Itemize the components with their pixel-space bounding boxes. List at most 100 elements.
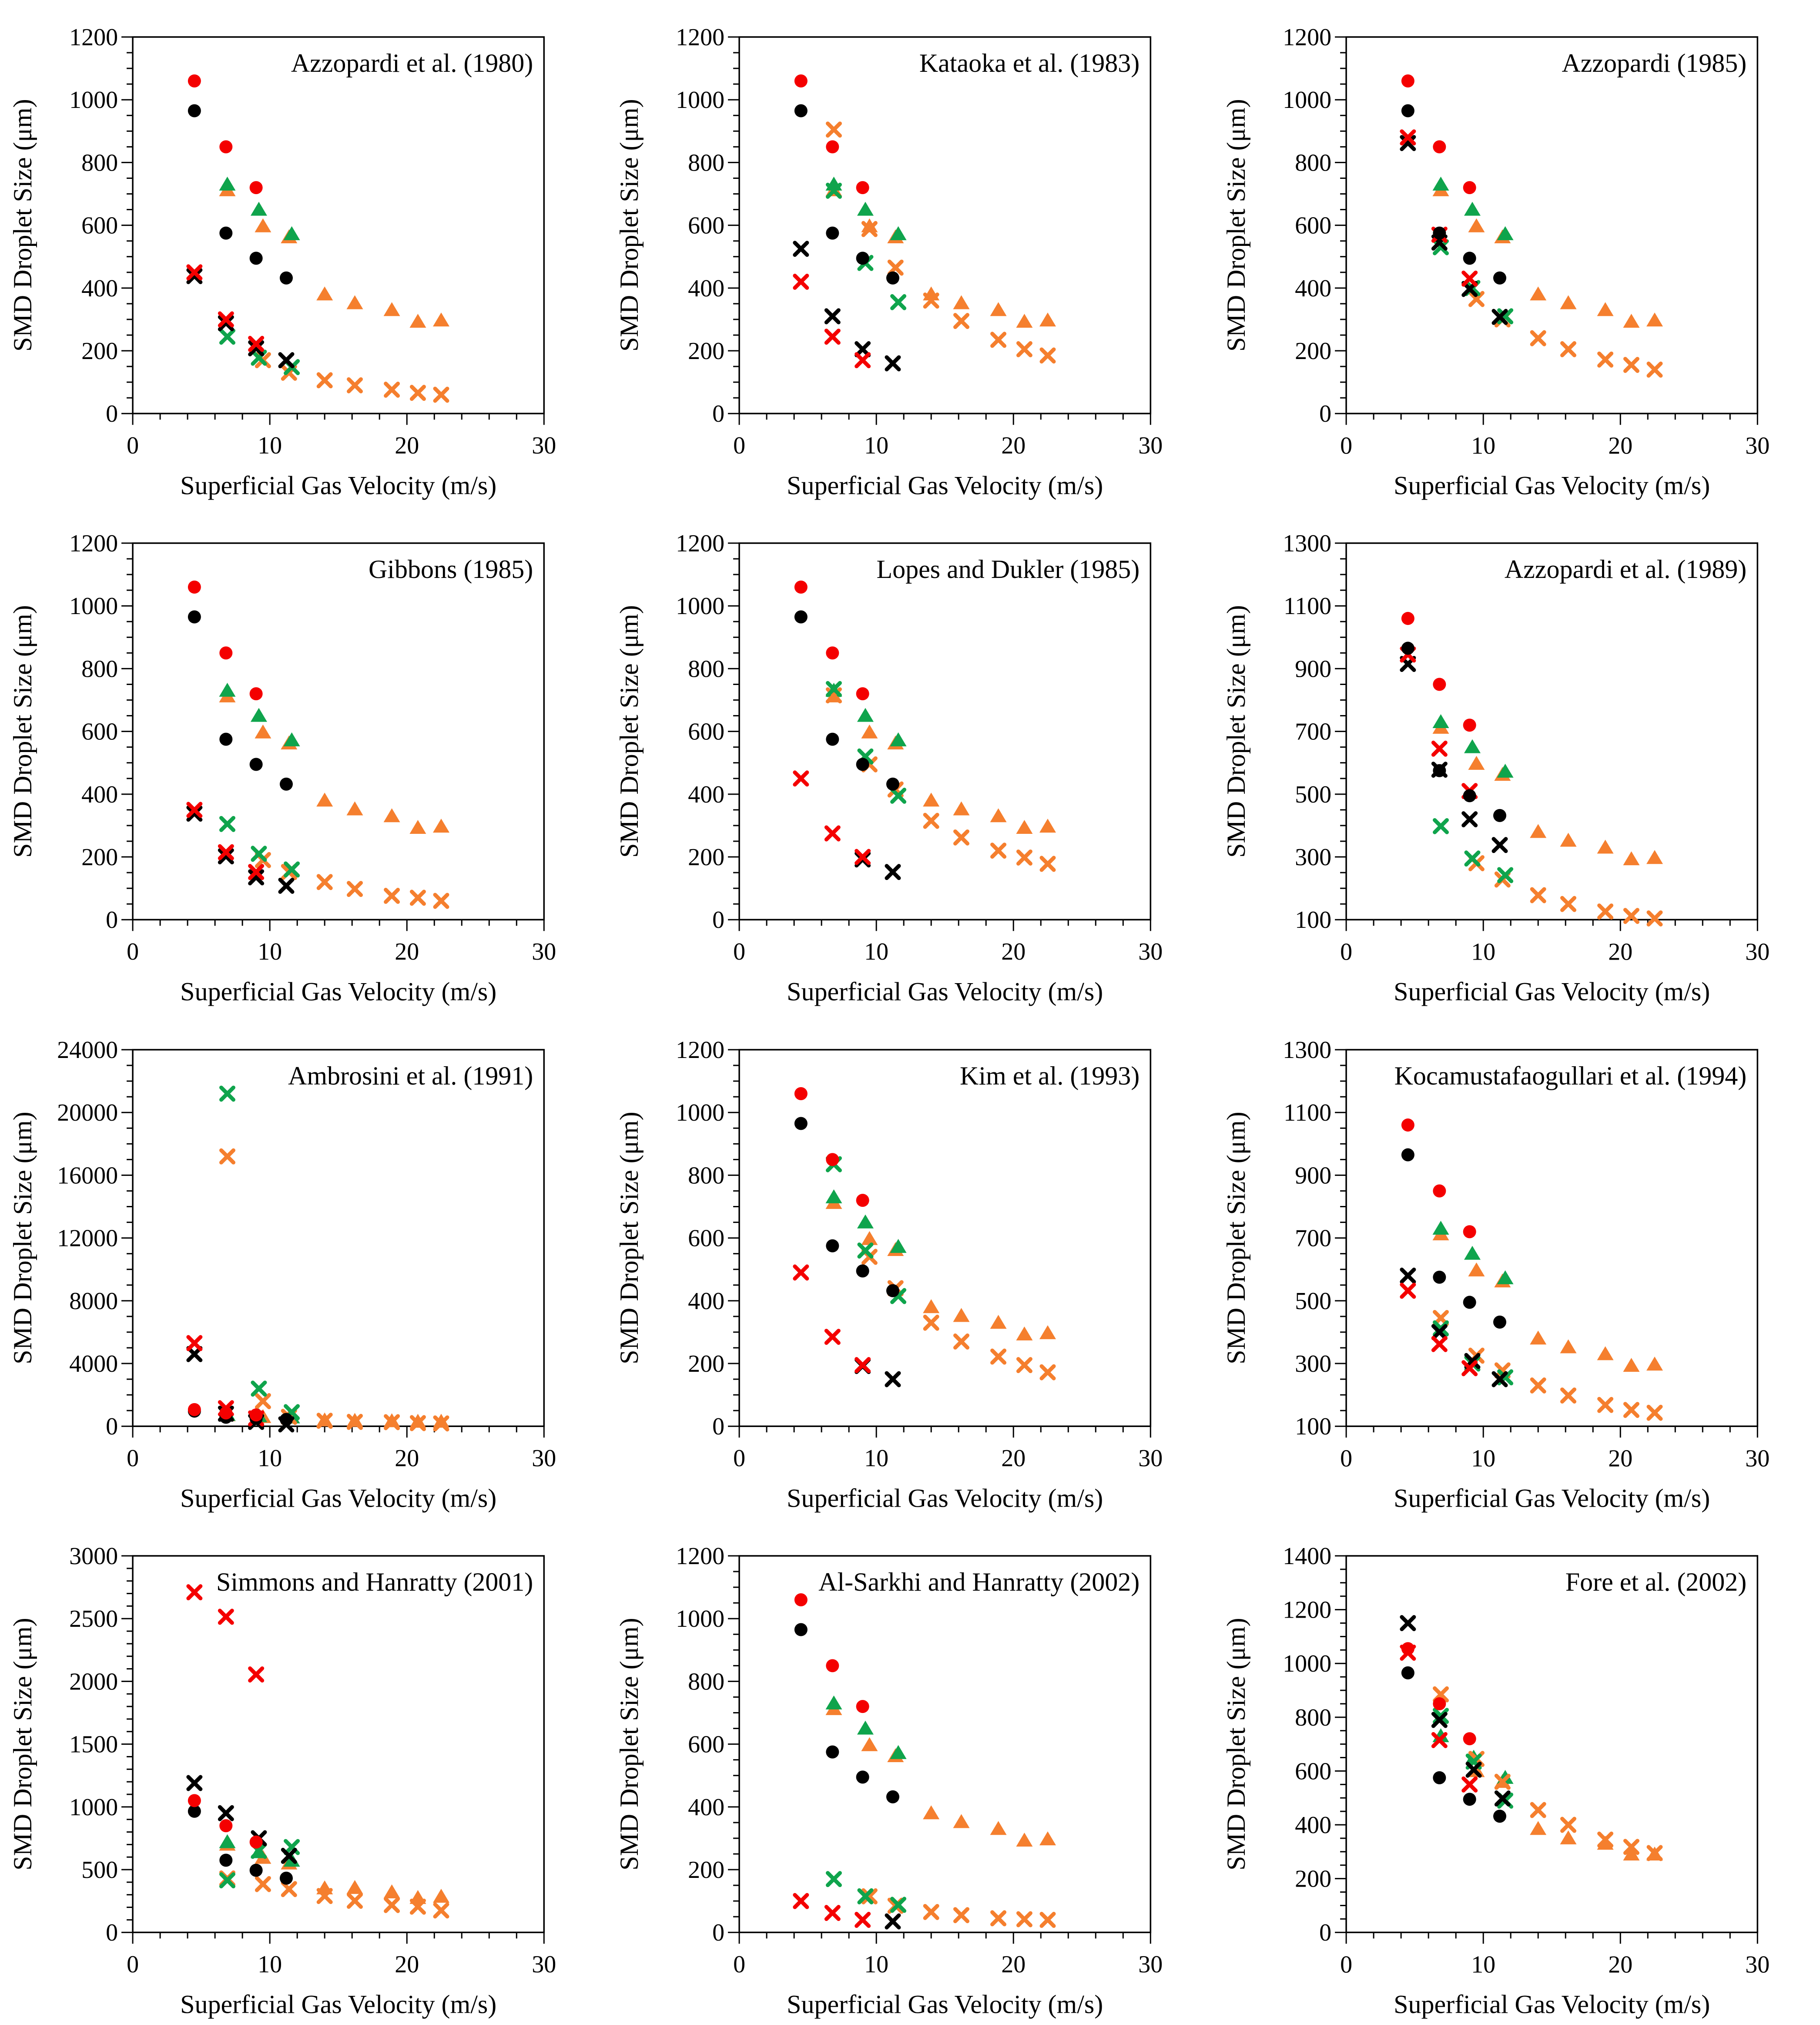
y-axis-ticks: 0 200 400 600 800 1000 1200 <box>69 530 133 934</box>
x-tick-label: 0 <box>733 432 745 459</box>
x-tick-label: 0 <box>1340 1445 1352 1472</box>
marker-triangle <box>346 801 363 816</box>
marker-circle <box>1463 1732 1476 1746</box>
marker-triangle <box>1646 850 1663 864</box>
marker-triangle <box>1560 295 1577 309</box>
marker-triangle <box>861 218 878 232</box>
series-black-crosses <box>1400 1267 1508 1387</box>
marker-x <box>953 1333 970 1350</box>
series-red-crosses <box>186 264 265 352</box>
marker-triangle <box>219 1834 236 1848</box>
x-tick-label: 10 <box>864 1951 888 1978</box>
marker-triangle <box>1497 764 1514 778</box>
marker-triangle <box>1597 840 1614 854</box>
series-black-crosses <box>186 1346 295 1432</box>
marker-x <box>990 843 1007 859</box>
chart-0: 0 10 20 30 0 200 400 600 800 1000 1200 Superficial … <box>8 24 556 500</box>
marker-x <box>1492 837 1508 853</box>
series-red-circles <box>1401 1118 1476 1238</box>
marker-x <box>1497 867 1513 883</box>
marker-triangle <box>1646 1356 1663 1370</box>
marker-x <box>1431 1732 1448 1748</box>
marker-x <box>384 1897 400 1913</box>
x-tick-label: 0 <box>1340 1951 1352 1978</box>
marker-circle <box>886 778 900 791</box>
x-axis-title: Superficial Gas Velocity (m/s) <box>180 977 496 1006</box>
y-tick-label: 0 <box>106 1919 118 1946</box>
marker-triangle <box>409 313 426 328</box>
y-tick-label: 800 <box>688 656 724 683</box>
y-tick-label: 1000 <box>676 1605 724 1632</box>
marker-triangle <box>283 226 300 240</box>
chart-2: 0 10 20 30 0 200 400 600 800 1000 1200 Superficial … <box>1222 24 1770 500</box>
y-axis-ticks: 100 300 500 700 900 1100 1300 <box>1283 530 1346 934</box>
marker-triangle <box>1529 1821 1546 1835</box>
chart-title: Azzopardi et al. (1980) <box>291 49 533 77</box>
y-tick-label: 200 <box>688 1350 724 1377</box>
marker-x <box>1494 1790 1511 1807</box>
marker-x <box>1039 347 1056 364</box>
marker-circle <box>1463 252 1476 265</box>
y-tick-label: 0 <box>712 1919 724 1946</box>
marker-x <box>186 806 203 822</box>
chart-9: 0 10 20 30 0 500 1000 1500 2000 2500 3000 Superfici… <box>8 1543 556 2018</box>
y-tick-label: 800 <box>1295 1704 1331 1731</box>
chart-cell-4: 0 10 20 30 0 200 400 600 800 1000 1200 Superficial … <box>607 506 1213 1013</box>
y-axis-ticks: 100 300 500 700 900 1100 1300 <box>1283 1037 1346 1440</box>
marker-circle <box>219 1819 233 1832</box>
series-black-circles <box>1401 641 1506 823</box>
marker-circle <box>1401 612 1414 625</box>
marker-x <box>346 377 363 393</box>
marker-x <box>990 1348 1007 1365</box>
marker-circle <box>188 581 201 594</box>
marker-triangle <box>432 312 449 327</box>
x-axis-title: Superficial Gas Velocity (m/s) <box>180 1990 496 2018</box>
series-green-crosses <box>826 681 907 804</box>
marker-x <box>1597 1831 1613 1848</box>
marker-x <box>219 329 235 345</box>
marker-x <box>1530 330 1546 346</box>
x-tick-label: 10 <box>258 432 282 459</box>
x-tick-label: 30 <box>1745 939 1770 966</box>
marker-triangle <box>250 708 267 722</box>
plot-border <box>738 1048 1152 1427</box>
y-axis-ticks: 0 4000 8000 12000 16000 20000 24000 <box>57 1037 133 1440</box>
plot-border <box>132 1555 545 1933</box>
y-tick-label: 400 <box>688 781 724 808</box>
marker-circle <box>219 226 233 240</box>
y-tick-label: 300 <box>1295 844 1331 871</box>
marker-triangle <box>890 1239 907 1253</box>
series-red-crosses <box>1400 1282 1478 1376</box>
chart-title: Kim et al. (1993) <box>960 1061 1140 1090</box>
marker-x <box>186 802 203 818</box>
y-tick-label: 2500 <box>69 1605 118 1632</box>
x-tick-label: 30 <box>1139 1445 1163 1472</box>
marker-circle <box>1432 1697 1446 1710</box>
series-red-circles <box>188 1794 263 1849</box>
marker-triangle <box>432 1888 449 1903</box>
x-tick-label: 10 <box>258 1445 282 1472</box>
marker-circle <box>1432 1184 1446 1198</box>
marker-x <box>186 1584 203 1601</box>
marker-circle <box>249 1835 263 1849</box>
marker-circle <box>856 687 869 701</box>
y-tick-label: 3000 <box>69 1543 118 1570</box>
marker-x <box>1560 1387 1576 1404</box>
marker-x <box>855 1911 871 1928</box>
marker-triangle <box>857 201 874 216</box>
series-black-crosses <box>1400 1615 1511 1807</box>
marker-x <box>890 294 907 310</box>
y-tick-label: 0 <box>1319 1919 1331 1946</box>
series-green-triangles <box>825 1695 907 1759</box>
marker-triangle <box>861 1231 878 1245</box>
marker-x <box>1623 1839 1639 1855</box>
marker-triangle <box>825 1695 842 1709</box>
marker-x <box>1646 1845 1663 1861</box>
marker-triangle <box>346 1880 363 1894</box>
marker-x <box>1492 1371 1508 1387</box>
marker-circle <box>1432 1270 1446 1284</box>
marker-circle <box>1401 74 1414 87</box>
marker-x <box>409 890 426 906</box>
plot-border <box>1345 1048 1758 1427</box>
marker-circle <box>826 140 839 154</box>
